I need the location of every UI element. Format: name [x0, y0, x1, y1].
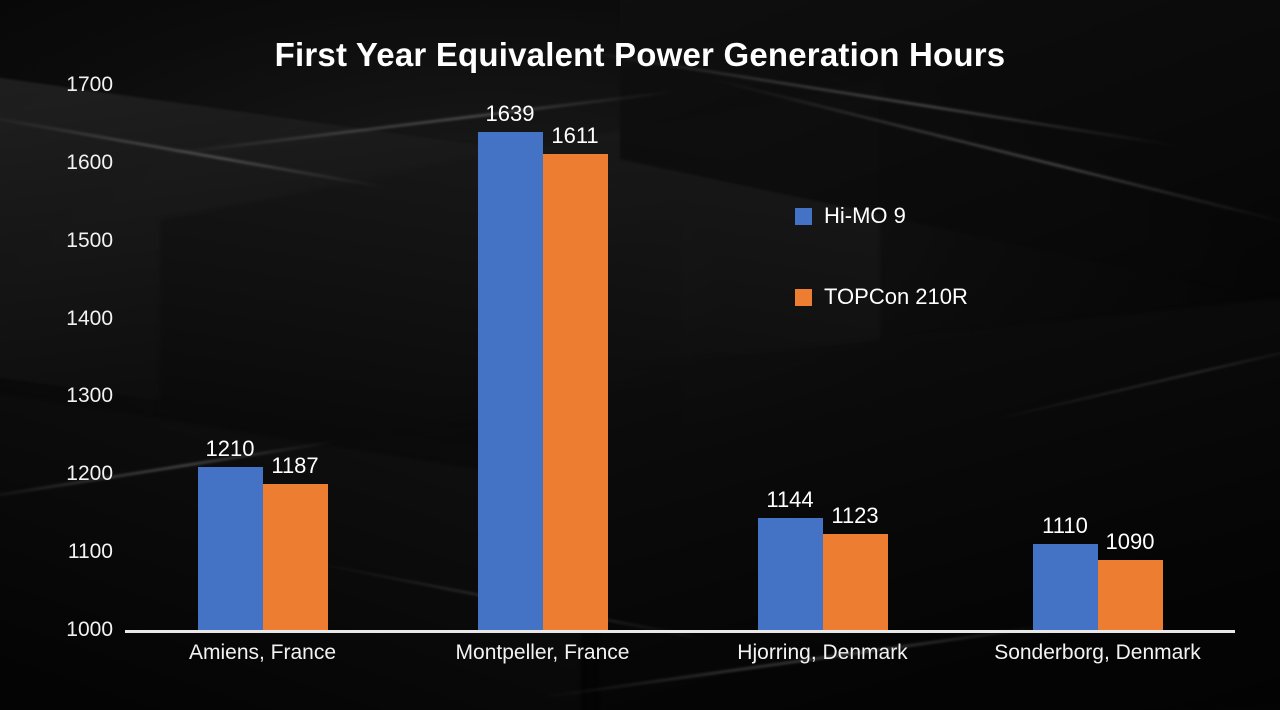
bar-himo9[interactable] [197, 466, 263, 630]
chart-title: First Year Equivalent Power Generation H… [274, 36, 1006, 73]
y-axis-tick-label: 1400 [66, 306, 113, 330]
bar-value-label: 1611 [551, 123, 599, 149]
bar-topcon210r[interactable] [262, 484, 328, 630]
legend-item-topcon-210r[interactable]: TOPCon 210R [795, 284, 968, 310]
x-axis-category-label: Amiens, France [188, 641, 337, 664]
bar-topcon210r[interactable] [822, 534, 888, 630]
legend-swatch-icon [795, 288, 812, 306]
x-axis-line [125, 630, 1235, 633]
y-axis-tick-label: 1600 [66, 150, 113, 174]
y-axis-tick-label: 1200 [66, 462, 113, 486]
bar-topcon210r[interactable] [1097, 559, 1163, 630]
y-axis-tick-label: 1000 [66, 618, 113, 641]
bar-value-label: 1187 [271, 453, 319, 479]
bar-himo9[interactable] [1032, 544, 1098, 630]
legend-label: TOPCon 210R [824, 284, 968, 309]
bar-value-label: 1123 [831, 503, 879, 529]
plot-area: 1000 1100 1200 1300 1400 1500 1600 1700 1210 118… [66, 73, 1235, 664]
y-axis-tick-label: 1100 [67, 540, 113, 564]
bar-topcon210r[interactable] [542, 154, 608, 630]
legend-swatch-icon [795, 207, 812, 225]
bar-value-label: 1090 [1105, 528, 1155, 554]
x-axis-category-label: Montpeller, France [455, 641, 630, 664]
x-axis-category-label: Sonderborg, Denmark [994, 641, 1201, 664]
legend-item-hi-mo-9[interactable]: Hi-MO 9 [795, 203, 906, 229]
y-axis-tick-label: 1300 [66, 384, 113, 408]
bar-value-label: 1110 [1042, 513, 1088, 539]
bar-himo9[interactable] [477, 132, 543, 630]
legend-label: Hi-MO 9 [824, 203, 906, 228]
y-axis-tick-label: 1500 [66, 228, 113, 252]
bar-value-label: 1210 [205, 435, 255, 461]
bar-value-label: 1639 [485, 101, 535, 127]
y-axis-tick-label: 1700 [66, 73, 113, 96]
x-axis-category-label: Hjorring, Denmark [737, 641, 908, 664]
bar-value-label: 1144 [766, 486, 814, 512]
bar-himo9[interactable] [757, 517, 823, 630]
